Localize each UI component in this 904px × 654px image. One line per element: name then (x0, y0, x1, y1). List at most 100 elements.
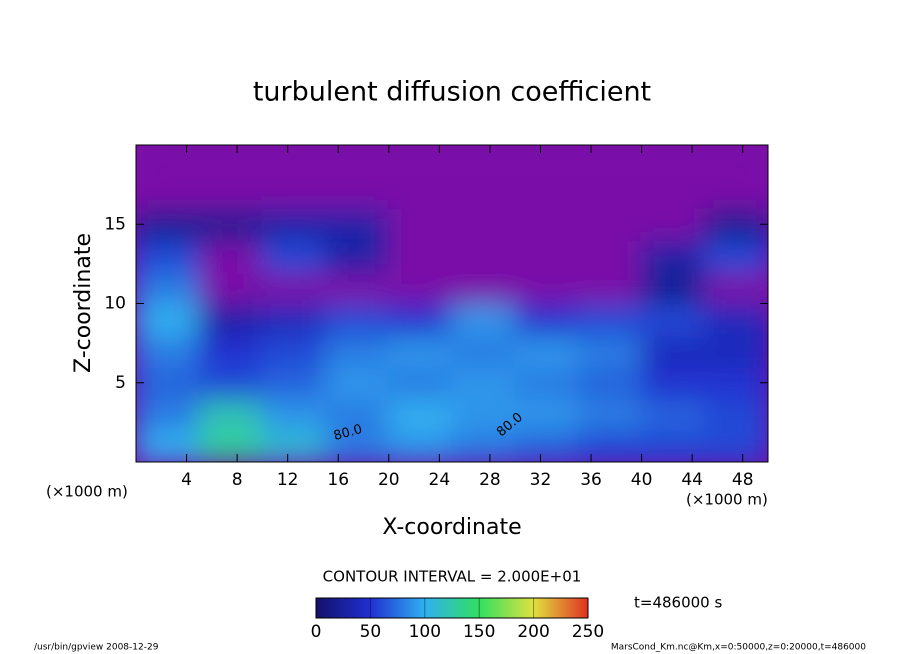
field-cell (387, 429, 453, 462)
field-cell (324, 302, 390, 337)
field-cell (703, 429, 768, 462)
field-cell (451, 365, 517, 400)
field-cell (387, 397, 453, 432)
y-tick-label: 5 (115, 373, 126, 393)
contour-interval: CONTOUR INTERVAL = 2.000E+01 (323, 568, 582, 586)
field-cell (198, 175, 264, 210)
field-cell (198, 429, 264, 462)
field-cell (451, 334, 517, 368)
contour-label: 80.0 (332, 422, 364, 444)
colorbar-tick-label: 150 (463, 622, 495, 642)
field-cell (136, 365, 201, 400)
field-cell (514, 334, 580, 368)
field-cell (198, 334, 264, 368)
field-cell (577, 334, 643, 368)
field-cell (640, 175, 706, 210)
field-cell (261, 429, 327, 462)
field-cell (261, 397, 327, 432)
x-tick-label: 4 (181, 470, 192, 490)
field-cell (387, 302, 453, 337)
field-cell (640, 270, 706, 305)
field-cell (387, 175, 453, 210)
x-tick-label: 36 (580, 470, 602, 490)
field-cell (324, 334, 390, 368)
colorbar-tick-label: 50 (360, 622, 382, 642)
field-cell (703, 175, 768, 210)
x-tick-label: 32 (530, 470, 552, 490)
field-cell (703, 207, 768, 242)
field-cell (577, 145, 643, 178)
field-cell (703, 365, 768, 400)
field-cell (514, 397, 580, 432)
y-unit-label: (×1000 m) (46, 483, 128, 501)
field-cell (387, 270, 453, 305)
field-cell (198, 207, 264, 242)
field-cell (324, 145, 390, 178)
field-cell (703, 145, 768, 178)
field-cell (451, 207, 517, 242)
y-tick-label: 15 (104, 214, 126, 234)
x-tick-label: 24 (429, 470, 451, 490)
field-cell (198, 365, 264, 400)
field (136, 145, 768, 462)
colorbar-tick-label: 0 (311, 622, 322, 642)
field-cell (451, 429, 517, 462)
field-cell (136, 397, 201, 432)
x-tick-label: 40 (631, 470, 653, 490)
field-cell (136, 239, 201, 273)
field-cell (198, 145, 264, 178)
field-cell (451, 302, 517, 337)
x-tick-label: 12 (277, 470, 299, 490)
field-cell (261, 239, 327, 273)
field-cell (640, 397, 706, 432)
field-cell (577, 239, 643, 273)
field-cell (198, 397, 264, 432)
chart-title: turbulent diffusion coefficient (253, 77, 651, 108)
field-cell (451, 175, 517, 210)
field-cell (451, 270, 517, 305)
field-cell (136, 207, 201, 242)
field-cell (136, 429, 201, 462)
field-cell (136, 302, 201, 337)
field-cell (324, 239, 390, 273)
field-cell (198, 270, 264, 305)
field-cell (577, 397, 643, 432)
field-cell (514, 302, 580, 337)
field-cell (261, 145, 327, 178)
field-cell (324, 365, 390, 400)
field-cell (514, 365, 580, 400)
x-tick-label: 20 (378, 470, 400, 490)
field-cell (640, 145, 706, 178)
field-cell (387, 145, 453, 178)
colorbar-tick-label: 200 (517, 622, 549, 642)
field-cell (136, 334, 201, 368)
field-cell (261, 334, 327, 368)
x-tick-label: 48 (732, 470, 754, 490)
field-cell (136, 270, 201, 305)
footer-left: /usr/bin/gpview 2008-12-29 (34, 643, 159, 653)
field-cell (136, 145, 201, 178)
field-cell (387, 239, 453, 273)
colorbar-tick-label: 250 (572, 622, 604, 642)
x-axis-label: X-coordinate (382, 515, 521, 540)
field-cell (514, 207, 580, 242)
field-cell (514, 239, 580, 273)
field-cell (514, 145, 580, 178)
field-cell (577, 270, 643, 305)
field-cells (136, 145, 768, 462)
colorbar (315, 597, 589, 619)
field-cell (703, 239, 768, 273)
field-cell (577, 302, 643, 337)
footer-right: MarsCond_Km.nc@Km,x=0:50000,z=0:20000,t=… (611, 643, 866, 653)
field-cell (640, 365, 706, 400)
field-cell (514, 429, 580, 462)
time-label: t=486000 s (634, 594, 722, 612)
field-cell (640, 429, 706, 462)
field-cell (261, 270, 327, 305)
field-cell (640, 302, 706, 337)
field-cell (324, 270, 390, 305)
field-cell (198, 302, 264, 337)
field-cell (387, 207, 453, 242)
field-cell (703, 270, 768, 305)
